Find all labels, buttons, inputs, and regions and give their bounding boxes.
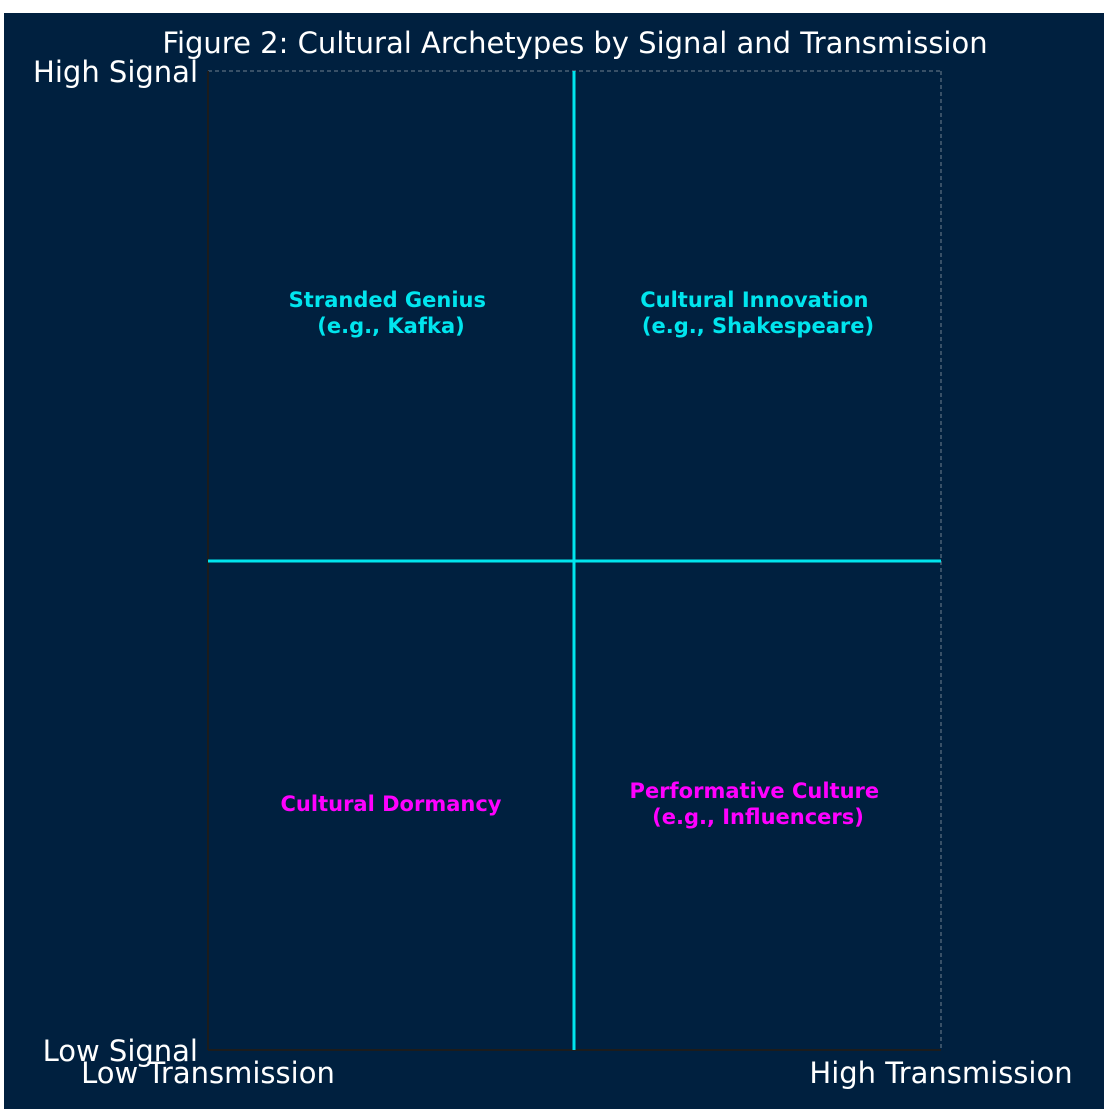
quadrant-label: Stranded Genius (e.g., Kafka) [289,288,494,338]
quadrant-line: Stranded Genius [289,288,486,312]
quadrant-line: Cultural Innovation [640,288,868,312]
y-low-label: Low Signal [43,1034,198,1068]
quadrant-line: (e.g., Influencers) [652,805,864,829]
title: Figure 2: Cultural Archetypes by Signal … [162,26,987,60]
x-high-label: High Transmission [809,1056,1072,1090]
quadrant-line: (e.g., Shakespeare) [642,314,874,338]
quadrant-line: (e.g., Kafka) [317,314,464,338]
quadrant-label: Cultural Innovation (e.g., Shakespeare) [640,288,876,338]
x-low-label: Low Transmission [81,1056,335,1090]
quadrant-line: Performative Culture [630,779,880,803]
quadrant-line: Cultural Dormancy [281,792,502,816]
y-high-label: High Signal [33,55,198,89]
quadrant-label: Cultural Dormancy [281,792,502,816]
quadrant-label: Performative Culture (e.g., Influencers) [630,779,887,829]
